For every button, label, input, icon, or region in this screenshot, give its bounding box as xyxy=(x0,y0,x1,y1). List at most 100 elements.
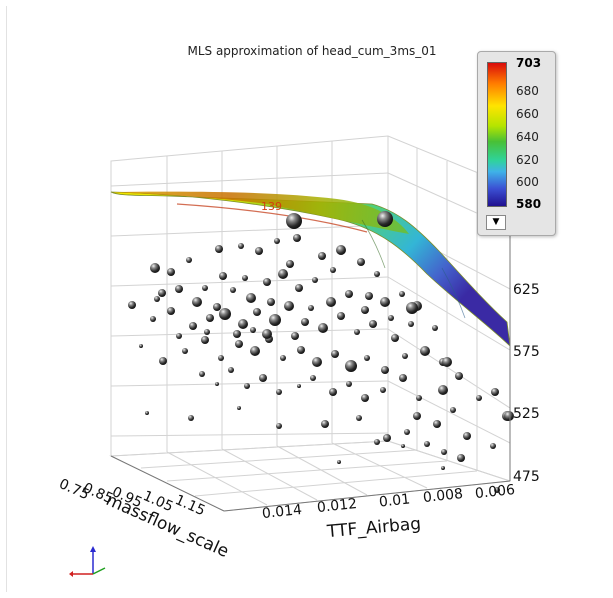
scatter-point xyxy=(408,321,414,327)
scatter-point xyxy=(381,366,389,374)
scatter-point xyxy=(159,357,167,365)
scatter-point xyxy=(308,305,314,311)
scatter-point xyxy=(276,423,282,429)
scatter-point xyxy=(380,387,386,393)
scatter-point xyxy=(494,487,500,493)
y-tick-label: 0.01 xyxy=(378,491,411,511)
scatter-point xyxy=(331,350,339,358)
scatter-point xyxy=(491,388,499,396)
scatter-point xyxy=(391,334,399,342)
scatter-point xyxy=(128,301,136,309)
scatter-point xyxy=(297,346,305,354)
scatter-point xyxy=(213,303,221,311)
scatter-point xyxy=(189,322,197,330)
legend-dropdown-button[interactable]: ▼ xyxy=(486,215,506,230)
scatter-point xyxy=(262,329,272,339)
scatter-point xyxy=(242,275,248,281)
scatter-points xyxy=(128,234,512,493)
scatter-point xyxy=(404,429,410,435)
color-legend[interactable]: 703 680 660 640 620 600 580 ▼ xyxy=(477,51,556,236)
scatter-point xyxy=(255,247,263,255)
scatter-point xyxy=(312,357,322,367)
scatter-point xyxy=(295,284,303,292)
plot-area[interactable]: 139 xyxy=(7,6,607,592)
surface-point-label: 139 xyxy=(261,200,282,213)
scatter-point xyxy=(356,415,362,421)
scatter-point xyxy=(238,319,248,329)
scatter-point xyxy=(215,245,223,253)
legend-colorbar xyxy=(487,62,507,207)
scatter-point xyxy=(250,327,256,333)
scatter-point xyxy=(490,443,496,449)
scatter-point xyxy=(199,371,205,377)
scatter-point xyxy=(369,320,377,328)
scatter-point xyxy=(269,314,281,326)
chart-title: MLS approximation of head_cum_3ms_01 xyxy=(187,44,437,58)
scatter-point xyxy=(219,272,227,280)
scatter-point xyxy=(259,374,267,382)
scatter-point xyxy=(357,258,365,266)
scatter-point xyxy=(399,291,405,297)
scatter-point xyxy=(337,460,341,464)
scatter-point xyxy=(354,329,360,335)
scatter-point xyxy=(176,333,182,339)
scatter-point xyxy=(401,444,405,448)
scatter-point xyxy=(380,297,390,307)
scatter-point xyxy=(284,301,294,311)
axis-triad-icon xyxy=(69,546,106,577)
scatter-point xyxy=(297,384,301,388)
scatter-point xyxy=(206,314,214,322)
scatter-point xyxy=(312,277,318,283)
scatter-point xyxy=(246,293,256,303)
scatter-point xyxy=(388,315,394,321)
scatter-point xyxy=(293,234,301,242)
z-tick-label: 475 xyxy=(513,469,540,485)
scatter-point xyxy=(374,439,380,445)
scatter-point xyxy=(450,407,456,413)
scatter-point xyxy=(336,245,346,255)
scatter-point xyxy=(202,285,208,291)
scatter-point xyxy=(230,287,236,293)
legend-tick-label: 640 xyxy=(516,130,539,144)
scatter-point xyxy=(310,375,316,381)
scatter-point xyxy=(432,325,438,331)
legend-tick-label: 680 xyxy=(516,84,539,98)
scatter-point xyxy=(442,357,452,367)
scatter-point xyxy=(215,382,219,386)
scatter-point xyxy=(329,388,337,396)
scatter-point xyxy=(346,381,352,387)
scatter-point xyxy=(383,434,391,442)
scatter-point xyxy=(150,263,160,273)
scatter-point xyxy=(420,346,430,356)
scatter-points-front xyxy=(286,211,514,421)
scatter-point xyxy=(278,269,288,279)
scatter-point xyxy=(201,336,209,344)
scatter-point xyxy=(167,268,175,276)
scatter-point xyxy=(457,454,465,462)
scatter-point xyxy=(399,374,407,382)
scatter-point xyxy=(365,292,373,300)
scatter-point xyxy=(235,340,243,348)
z-tick-label: 525 xyxy=(513,406,540,422)
scatter-point xyxy=(188,415,194,421)
scatter-point xyxy=(253,308,261,316)
scatter-point xyxy=(438,385,448,395)
scatter-point xyxy=(218,355,224,361)
scatter-point xyxy=(186,257,192,263)
scatter-point xyxy=(291,332,299,340)
back-grid xyxy=(110,135,511,482)
z-tick-label: 625 xyxy=(513,282,540,298)
scatter-point xyxy=(361,306,369,314)
legend-max-label: 703 xyxy=(516,56,542,70)
scatter-point xyxy=(139,344,143,348)
scatter-point xyxy=(361,394,369,402)
scatter-point xyxy=(318,323,328,333)
scatter-point xyxy=(301,318,309,326)
scatter-point xyxy=(455,372,463,380)
scatter-point xyxy=(244,383,250,389)
scatter-point xyxy=(219,308,231,320)
scatter-point xyxy=(280,355,286,361)
scatter-point xyxy=(286,213,302,229)
z-tick-label: 575 xyxy=(513,344,540,360)
scatter-point xyxy=(228,367,234,373)
